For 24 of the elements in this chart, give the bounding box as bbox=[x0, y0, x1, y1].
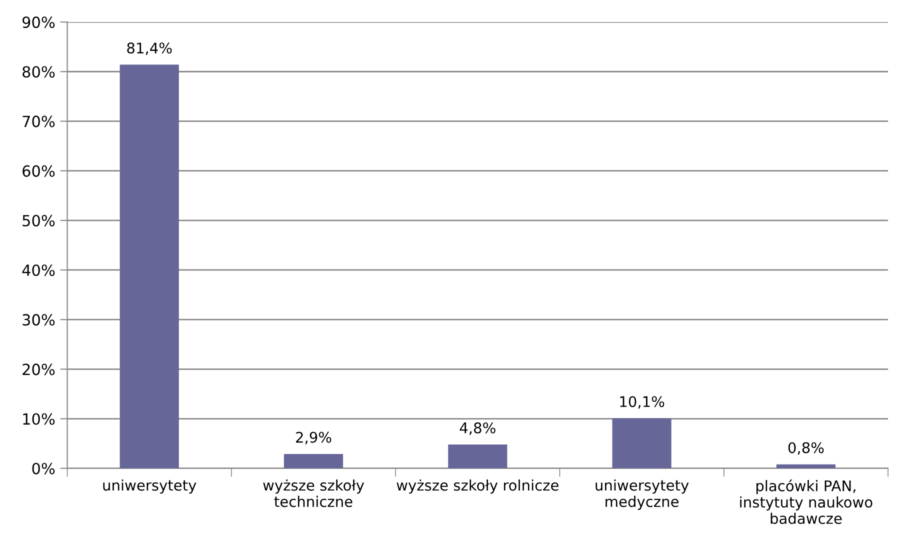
y-tick-label: 40% bbox=[22, 264, 55, 276]
data-label: 4,8% bbox=[460, 422, 496, 435]
x-tick-label: wyższe szkoły techniczne bbox=[263, 479, 364, 508]
y-tick-label: 10% bbox=[23, 413, 55, 425]
x-tick-label: wyższe szkoły rolnicze bbox=[396, 479, 558, 494]
y-tick-label: 20% bbox=[22, 364, 55, 376]
y-tick-label: 30% bbox=[22, 314, 55, 326]
bar bbox=[612, 418, 672, 468]
data-label: 10,1% bbox=[620, 396, 664, 409]
bar bbox=[120, 64, 179, 468]
y-tick-label: 70% bbox=[22, 116, 55, 128]
x-tick-label: placówki PAN, instytuty naukowo badawcze bbox=[740, 479, 872, 524]
y-tick-label: 80% bbox=[22, 66, 55, 78]
x-tick-label: uniwersytety medyczne bbox=[596, 479, 689, 510]
y-tick-label: 50% bbox=[22, 214, 55, 226]
data-label: 2,9% bbox=[296, 432, 332, 444]
y-tick-label: 0% bbox=[32, 462, 55, 474]
data-label: 81,4% bbox=[127, 42, 172, 56]
y-tick-label: 90% bbox=[22, 16, 55, 28]
bar bbox=[448, 444, 508, 468]
y-tick-label: 60% bbox=[22, 165, 55, 177]
data-label: 0,8% bbox=[788, 442, 824, 455]
x-tick-label: uniwersytety bbox=[103, 479, 196, 494]
bar bbox=[284, 454, 344, 468]
